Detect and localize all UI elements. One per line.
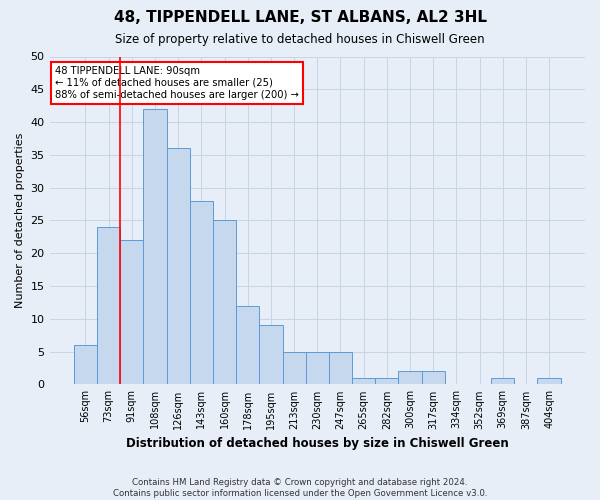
Text: Size of property relative to detached houses in Chiswell Green: Size of property relative to detached ho… bbox=[115, 32, 485, 46]
Text: 48, TIPPENDELL LANE, ST ALBANS, AL2 3HL: 48, TIPPENDELL LANE, ST ALBANS, AL2 3HL bbox=[113, 10, 487, 25]
X-axis label: Distribution of detached houses by size in Chiswell Green: Distribution of detached houses by size … bbox=[126, 437, 509, 450]
Bar bbox=[213, 220, 236, 384]
Y-axis label: Number of detached properties: Number of detached properties bbox=[15, 133, 25, 308]
Bar bbox=[352, 378, 375, 384]
Bar bbox=[167, 148, 190, 384]
Text: 48 TIPPENDELL LANE: 90sqm
← 11% of detached houses are smaller (25)
88% of semi-: 48 TIPPENDELL LANE: 90sqm ← 11% of detac… bbox=[55, 66, 299, 100]
Bar bbox=[422, 372, 445, 384]
Bar bbox=[398, 372, 422, 384]
Text: Contains HM Land Registry data © Crown copyright and database right 2024.
Contai: Contains HM Land Registry data © Crown c… bbox=[113, 478, 487, 498]
Bar bbox=[329, 352, 352, 384]
Bar bbox=[283, 352, 305, 384]
Bar bbox=[143, 109, 167, 384]
Bar bbox=[538, 378, 560, 384]
Bar bbox=[120, 240, 143, 384]
Bar bbox=[305, 352, 329, 384]
Bar bbox=[97, 227, 120, 384]
Bar bbox=[236, 306, 259, 384]
Bar bbox=[190, 201, 213, 384]
Bar bbox=[491, 378, 514, 384]
Bar bbox=[375, 378, 398, 384]
Bar bbox=[74, 345, 97, 385]
Bar bbox=[259, 326, 283, 384]
